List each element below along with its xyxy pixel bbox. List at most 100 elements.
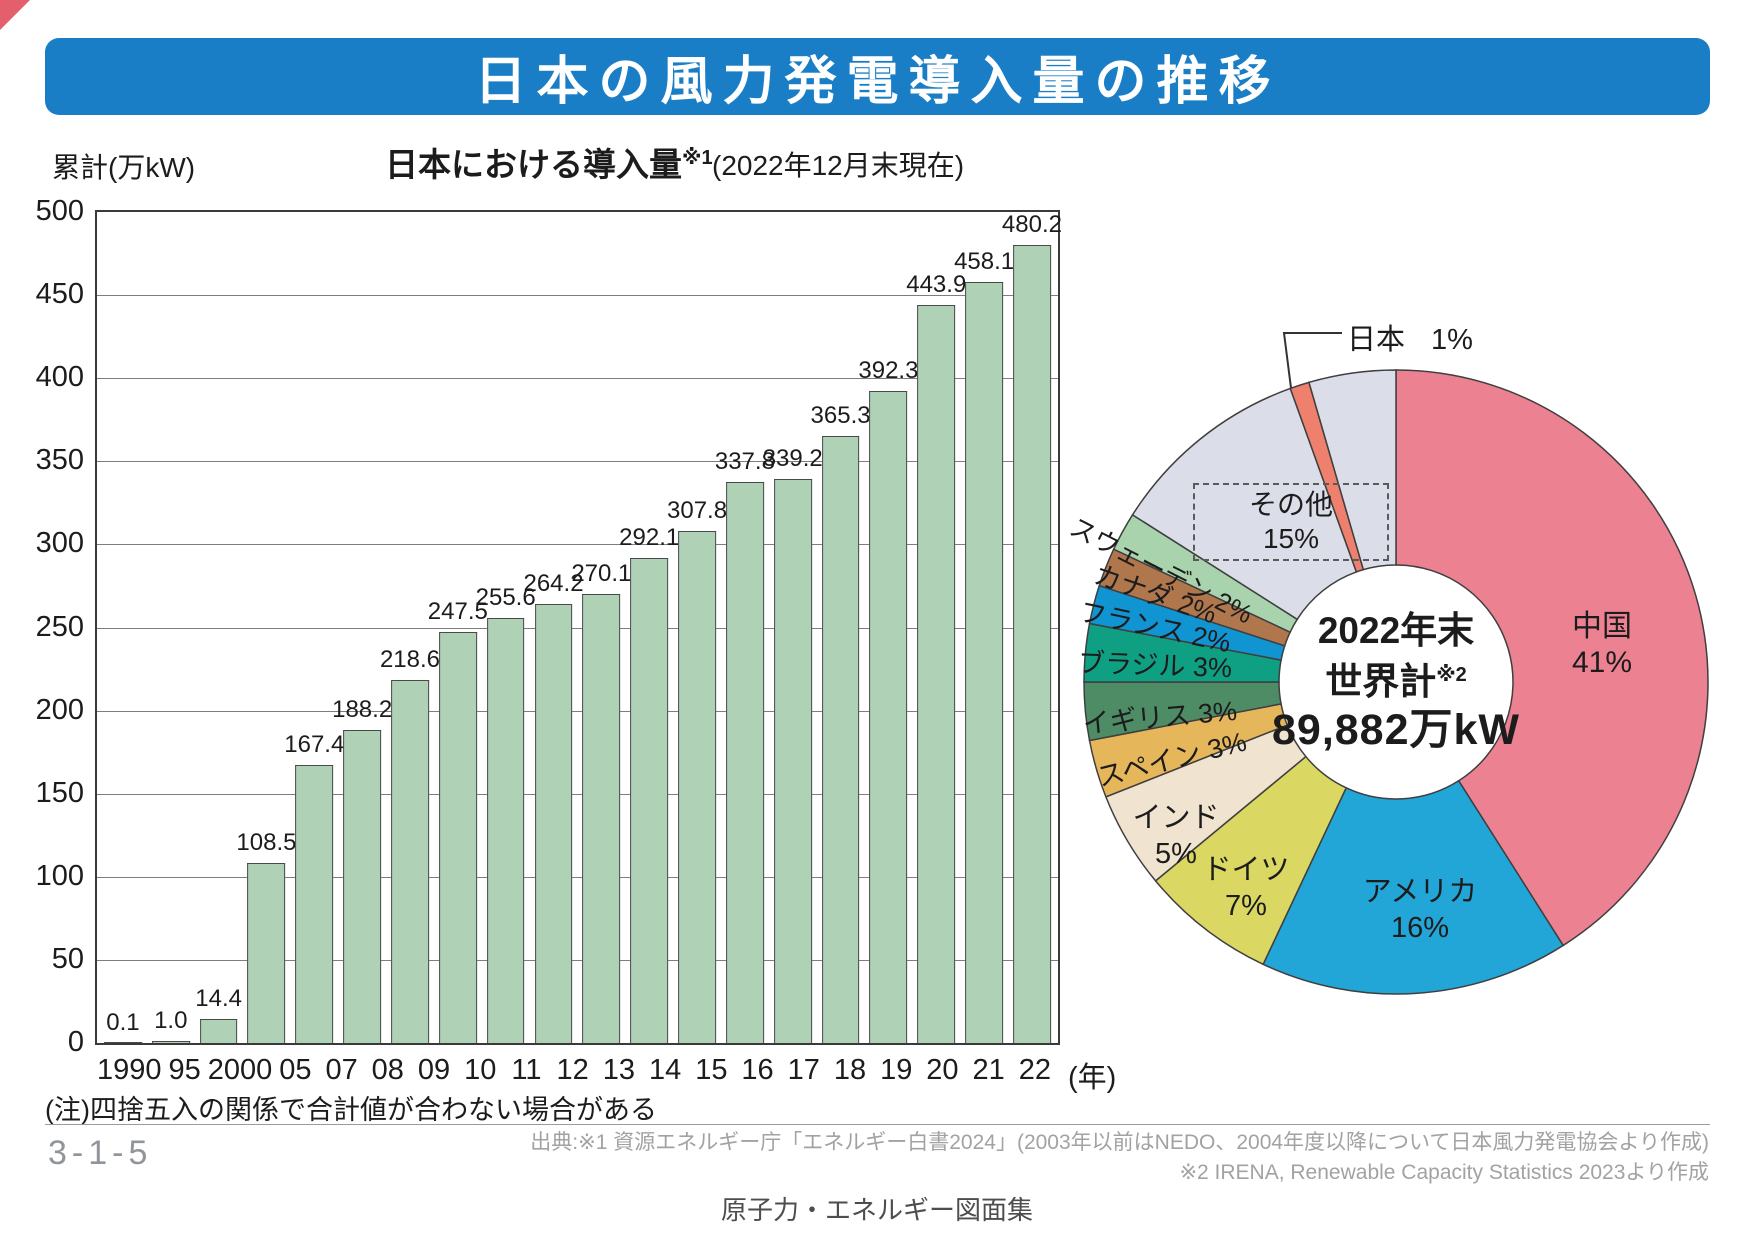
bar-value-label: 218.6 — [379, 645, 441, 673]
gridline — [97, 544, 1058, 546]
bar-22 — [1013, 244, 1051, 1043]
bar-value-label: 255.6 — [475, 584, 536, 612]
bar-21 — [965, 281, 1003, 1043]
y-tick-label: 250 — [35, 610, 84, 643]
footer-divider — [45, 1124, 1710, 1125]
bar-value-label: 443.9 — [906, 271, 967, 299]
bar-value-label: 307.8 — [667, 497, 728, 525]
corner-marker-icon — [0, 0, 30, 30]
japan-label: 日本 — [1347, 324, 1406, 356]
x-tick-label: 12 — [556, 1054, 589, 1086]
bar-slot: 337.8 — [715, 212, 775, 1043]
gridline — [97, 461, 1058, 463]
bar-18 — [821, 435, 860, 1043]
x-tick-label: 16 — [741, 1054, 774, 1086]
gridline — [97, 378, 1058, 380]
gridline — [97, 710, 1058, 712]
bar-value-label: 458.1 — [954, 247, 1015, 275]
bar-slot: 108.5 — [236, 212, 296, 1043]
x-tick-label: 08 — [371, 1054, 404, 1086]
bar-17 — [773, 479, 812, 1043]
bar-16 — [726, 481, 764, 1043]
x-tick-label: 22 — [1018, 1054, 1051, 1086]
rounding-note: (注)四捨五入の関係で合計値が合わない場合がある — [45, 1095, 657, 1125]
gridline — [97, 295, 1058, 297]
bar-slot: 264.2 — [523, 212, 584, 1043]
bar-12 — [534, 603, 573, 1043]
japan-value: 1% — [1431, 324, 1473, 356]
bar-slot: 218.6 — [380, 212, 440, 1043]
bar-19 — [869, 391, 908, 1043]
slice-label-中国: 中国 41% — [1571, 610, 1633, 679]
bar-value-label: 0.1 — [106, 1008, 140, 1036]
bar-value-label: 339.2 — [762, 445, 823, 473]
bar-2000 — [199, 1019, 238, 1043]
bar-value-label: 1.0 — [154, 1007, 188, 1035]
date-note: (2022年12月末現在) — [712, 150, 965, 181]
bar-13 — [582, 594, 621, 1043]
donut-chart: その他 15% 日本 1% 2022年末 世界計※2 89,882万kW 中国 41… — [1060, 270, 1754, 1040]
japan-callout-label: 日本 1% — [1347, 316, 1473, 358]
donut-center-line2: 世界計※2 — [1272, 653, 1520, 704]
bar-slot: 458.1 — [954, 212, 1014, 1043]
source-line2: ※2 IRENA, Renewable Capacity Statistics … — [1179, 1161, 1709, 1184]
bar-slot: 167.4 — [284, 212, 344, 1043]
others-label: その他 — [1248, 489, 1333, 520]
x-tick-label: 14 — [648, 1054, 682, 1086]
x-tick-label: 2000 — [207, 1054, 273, 1086]
y-tick-label: 350 — [35, 444, 84, 477]
others-value: 15% — [1262, 523, 1320, 554]
others-label-box: その他 15% — [1193, 483, 1389, 561]
bar-slot: 365.3 — [811, 212, 871, 1043]
x-tick-label: 13 — [602, 1054, 636, 1086]
bar-slot: 307.8 — [667, 212, 727, 1043]
book-title: 原子力・エネルギー図面集 — [720, 1195, 1033, 1225]
donut-slice-その他 — [1131, 387, 1358, 621]
donut-slice-アメリカ — [1262, 779, 1565, 995]
donut-center-line3: 89,882万kW — [1271, 706, 1521, 755]
source-notes: 出典:※1 資源エネルギー庁「エネルギー白書2024」(2003年以前はNEDO… — [530, 1128, 1709, 1188]
bar-value-label: 264.2 — [523, 569, 584, 597]
x-tick-label: 11 — [511, 1054, 542, 1086]
x-tick-label: 1990 — [97, 1054, 162, 1086]
x-tick-label: 10 — [464, 1054, 497, 1086]
y-tick-label: 100 — [35, 859, 84, 892]
japan-callout-line — [1282, 332, 1342, 389]
y-tick-label: 450 — [35, 278, 84, 311]
x-axis-labels: 1990 95 2000 05 07 08 09 10 11 12 13 14 15 16 17 18 19 20… — [97, 1054, 1058, 1087]
x-axis-suffix: (年) — [1068, 1062, 1117, 1094]
bar-slot: 292.1 — [619, 212, 679, 1043]
bars-container: 0.1 1.0 14.4 108.5 167.4 188.2 218.6 247.5 255.6… — [99, 211, 1062, 1043]
bar-value-label: 14.4 — [195, 985, 242, 1013]
slice-label-ドイツ: ドイツ 7% — [1202, 854, 1290, 922]
x-tick-label: 17 — [787, 1054, 820, 1086]
bar-chart-title-note: ※1 — [682, 147, 713, 169]
bar-slot: 1.0 — [147, 212, 195, 1043]
bar-chart-title: 日本における導入量※1 — [385, 138, 713, 186]
x-tick-label: 05 — [279, 1054, 312, 1086]
bar-slot: 255.6 — [476, 212, 536, 1043]
bar-value-label: 247.5 — [427, 597, 488, 625]
bar-value-label: 480.2 — [1001, 210, 1062, 238]
x-tick-label: 20 — [926, 1054, 959, 1086]
bar-11 — [486, 618, 525, 1043]
source-line1: 出典:※1 資源エネルギー庁「エネルギー白書2024」(2003年以前はNEDO… — [530, 1131, 1709, 1154]
x-tick-label: 18 — [833, 1054, 867, 1086]
bar-value-label: 270.1 — [571, 560, 632, 588]
bar-plot-area: 0.1 1.0 14.4 108.5 167.4 188.2 218.6 247.5 255.6… — [95, 210, 1062, 1045]
page-title: 日本の風力発電導入量の推移 — [474, 53, 1281, 111]
bar-07 — [295, 764, 334, 1043]
page-number: 3-1-5 — [48, 1134, 153, 1172]
bar-1990 — [104, 1042, 142, 1043]
bar-05 — [247, 862, 286, 1043]
bar-value-label: 392.3 — [858, 357, 919, 384]
bar-09 — [391, 679, 429, 1043]
bar-slot: 247.5 — [428, 212, 488, 1043]
bar-value-label: 292.1 — [619, 523, 680, 551]
bar-value-label: 167.4 — [284, 730, 345, 758]
bar-value-label: 108.5 — [236, 828, 297, 856]
bar-slot: 270.1 — [571, 212, 631, 1043]
gridline — [97, 876, 1058, 878]
donut-center-text: 2022年末 世界計※2 89,882万kW — [1272, 608, 1520, 756]
bar-slot: 392.3 — [858, 212, 918, 1043]
